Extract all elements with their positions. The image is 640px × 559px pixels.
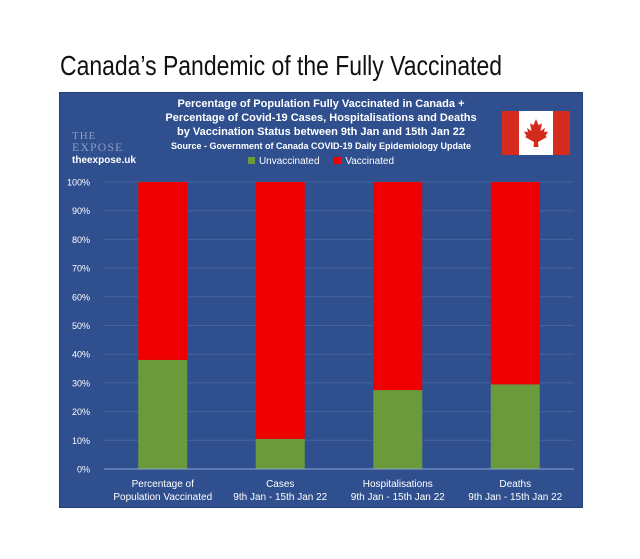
legend-swatch-vaccinated	[334, 157, 342, 164]
x-tick-label: 9th Jan - 15th Jan 22	[233, 492, 327, 503]
bar-unvaccinated	[490, 384, 540, 469]
y-tick-label: 60%	[72, 292, 90, 302]
bar-vaccinated	[373, 182, 423, 391]
bar-vaccinated	[138, 182, 188, 360]
y-tick-label: 40%	[72, 350, 90, 360]
y-tick-label: 70%	[72, 264, 90, 274]
bar-unvaccinated	[255, 438, 305, 469]
legend-label-unvaccinated: Unvaccinated	[258, 156, 320, 167]
x-tick-label: Population Vaccinated	[113, 492, 212, 503]
chart-legend: Unvaccinated Vaccinated	[60, 156, 582, 167]
x-tick-label: 9th Jan - 15th Jan 22	[468, 492, 562, 503]
y-tick-label: 10%	[72, 436, 90, 446]
legend-swatch-unvaccinated	[247, 157, 255, 164]
y-tick-label: 90%	[72, 206, 90, 216]
chart-panel: Percentage of Population Fully Vaccinate…	[59, 92, 583, 508]
chart-plot: 0% 10% 20% 30% 40% 50% 60% 70% 80% 90% 100% Percent…	[67, 178, 574, 503]
x-tick-label: Cases	[266, 479, 294, 490]
canada-flag-icon	[502, 111, 570, 155]
y-tick-label: 50%	[72, 321, 90, 331]
y-tick-label: 30%	[72, 378, 90, 388]
chart-source: Source - Government of Canada COVID-19 D…	[170, 141, 472, 151]
y-tick-label: 100%	[67, 178, 90, 188]
chart-title-line-3: by Vaccination Status between 9th Jan an…	[177, 126, 465, 138]
chart-title-line-2: Percentage of Covid-19 Cases, Hospitalis…	[165, 112, 477, 124]
x-tick-label: Percentage of	[132, 479, 194, 490]
bar-vaccinated	[255, 182, 305, 439]
chart-title-line-1: Percentage of Population Fully Vaccinate…	[177, 98, 465, 110]
x-tick-label: Deaths	[499, 479, 531, 490]
brand-logo-line-2: EXPOSE	[72, 140, 124, 154]
x-tick-label: Hospitalisations	[363, 479, 433, 490]
brand-url: theexpose.uk	[72, 155, 136, 166]
legend-label-vaccinated: Vaccinated	[345, 156, 395, 167]
page-headline: Canada’s Pandemic of the Fully Vaccinate…	[60, 50, 503, 81]
brand-logo-line-1: THE	[72, 130, 97, 142]
bar-unvaccinated	[373, 390, 423, 469]
legend-item-unvaccinated: Unvaccinated	[247, 156, 320, 167]
y-tick-label: 80%	[72, 235, 90, 245]
chart-title: Percentage of Population Fully Vaccinate…	[60, 97, 582, 153]
bar-vaccinated	[490, 182, 540, 385]
x-tick-label: 9th Jan - 15th Jan 22	[351, 492, 445, 503]
y-tick-label: 0%	[77, 465, 90, 475]
brand-block: THE EXPOSE theexpose.uk	[72, 130, 136, 167]
y-tick-label: 20%	[72, 407, 90, 417]
bar-unvaccinated	[138, 359, 188, 469]
legend-item-vaccinated: Vaccinated	[334, 156, 394, 167]
